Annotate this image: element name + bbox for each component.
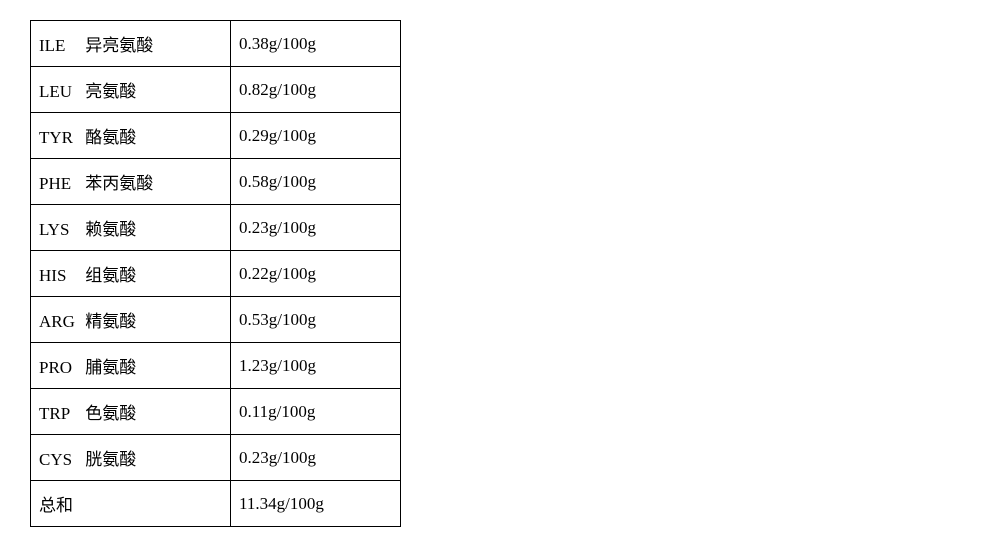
amino-code: LYS bbox=[39, 220, 81, 240]
amino-name-cn: 异亮氨酸 bbox=[85, 36, 153, 55]
table-row: TYR 酪氨酸 0.29g/100g bbox=[31, 113, 401, 159]
table-body: ILE 异亮氨酸 0.38g/100g LEU 亮氨酸 0.82g/100g T… bbox=[31, 21, 401, 527]
amino-name-cell: ILE 异亮氨酸 bbox=[31, 21, 231, 67]
amino-name-cn: 酪氨酸 bbox=[85, 128, 136, 147]
amino-code: ILE bbox=[39, 36, 81, 56]
table-row: ILE 异亮氨酸 0.38g/100g bbox=[31, 21, 401, 67]
amino-value-cell: 0.23g/100g bbox=[231, 205, 401, 251]
amino-name-cn: 亮氨酸 bbox=[85, 82, 136, 101]
total-label-cell: 总和 bbox=[31, 481, 231, 527]
amino-value-cell: 1.23g/100g bbox=[231, 343, 401, 389]
table-row: LYS 赖氨酸 0.23g/100g bbox=[31, 205, 401, 251]
amino-name-cell: PHE 苯丙氨酸 bbox=[31, 159, 231, 205]
amino-code: TYR bbox=[39, 128, 81, 148]
amino-code: PHE bbox=[39, 174, 81, 194]
total-value-cell: 11.34g/100g bbox=[231, 481, 401, 527]
amino-value-cell: 0.38g/100g bbox=[231, 21, 401, 67]
amino-name-cell: HIS 组氨酸 bbox=[31, 251, 231, 297]
amino-name-cn: 胱氨酸 bbox=[85, 450, 136, 469]
amino-acid-table: ILE 异亮氨酸 0.38g/100g LEU 亮氨酸 0.82g/100g T… bbox=[30, 20, 401, 527]
amino-code: PRO bbox=[39, 358, 81, 378]
amino-name-cn: 脯氨酸 bbox=[85, 358, 136, 377]
amino-name-cn: 赖氨酸 bbox=[85, 220, 136, 239]
amino-name-cn: 苯丙氨酸 bbox=[85, 174, 153, 193]
amino-code: LEU bbox=[39, 82, 81, 102]
amino-value-cell: 0.82g/100g bbox=[231, 67, 401, 113]
amino-name-cell: LEU 亮氨酸 bbox=[31, 67, 231, 113]
table-row: PHE 苯丙氨酸 0.58g/100g bbox=[31, 159, 401, 205]
table-row: TRP 色氨酸 0.11g/100g bbox=[31, 389, 401, 435]
amino-name-cell: TYR 酪氨酸 bbox=[31, 113, 231, 159]
amino-code: ARG bbox=[39, 312, 81, 332]
amino-name-cell: PRO 脯氨酸 bbox=[31, 343, 231, 389]
amino-name-cn: 精氨酸 bbox=[85, 312, 136, 331]
amino-value-cell: 0.22g/100g bbox=[231, 251, 401, 297]
amino-name-cell: TRP 色氨酸 bbox=[31, 389, 231, 435]
amino-code: HIS bbox=[39, 266, 81, 286]
amino-code: CYS bbox=[39, 450, 81, 470]
amino-name-cn: 色氨酸 bbox=[85, 404, 136, 423]
table-row: PRO 脯氨酸 1.23g/100g bbox=[31, 343, 401, 389]
amino-name-cell: CYS 胱氨酸 bbox=[31, 435, 231, 481]
amino-name-cn: 组氨酸 bbox=[85, 266, 136, 285]
amino-value-cell: 0.23g/100g bbox=[231, 435, 401, 481]
amino-value-cell: 0.58g/100g bbox=[231, 159, 401, 205]
amino-name-cell: LYS 赖氨酸 bbox=[31, 205, 231, 251]
page: ILE 异亮氨酸 0.38g/100g LEU 亮氨酸 0.82g/100g T… bbox=[0, 0, 1000, 547]
amino-name-cell: ARG 精氨酸 bbox=[31, 297, 231, 343]
amino-code: TRP bbox=[39, 404, 81, 424]
amino-value-cell: 0.29g/100g bbox=[231, 113, 401, 159]
table-row: LEU 亮氨酸 0.82g/100g bbox=[31, 67, 401, 113]
table-row: ARG 精氨酸 0.53g/100g bbox=[31, 297, 401, 343]
amino-value-cell: 0.11g/100g bbox=[231, 389, 401, 435]
table-row: HIS 组氨酸 0.22g/100g bbox=[31, 251, 401, 297]
table-total-row: 总和 11.34g/100g bbox=[31, 481, 401, 527]
table-row: CYS 胱氨酸 0.23g/100g bbox=[31, 435, 401, 481]
amino-value-cell: 0.53g/100g bbox=[231, 297, 401, 343]
